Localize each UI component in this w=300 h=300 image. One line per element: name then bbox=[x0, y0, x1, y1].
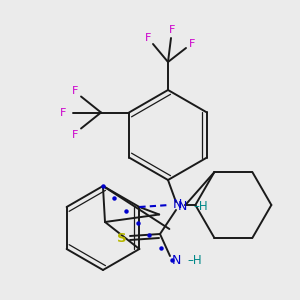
Text: F: F bbox=[169, 25, 175, 35]
Text: F: F bbox=[72, 85, 78, 95]
Text: F: F bbox=[72, 130, 78, 140]
Text: –H: –H bbox=[187, 254, 202, 266]
Text: N: N bbox=[178, 200, 188, 212]
Text: F: F bbox=[189, 39, 195, 49]
Text: S: S bbox=[117, 232, 127, 244]
Text: F: F bbox=[145, 33, 151, 43]
Text: N: N bbox=[172, 254, 182, 266]
Text: F: F bbox=[60, 107, 66, 118]
Text: –H: –H bbox=[193, 200, 208, 212]
Text: N: N bbox=[173, 199, 182, 212]
